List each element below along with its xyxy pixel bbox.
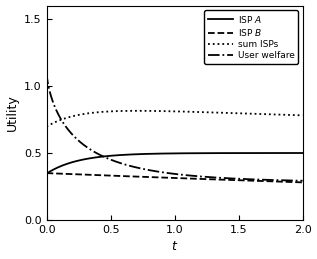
Y-axis label: Utility: Utility [6, 95, 19, 131]
sum ISPs [58, 119, 61, 122]
X-axis label: $t$: $t$ [171, 240, 178, 254]
ISP $A$ [246, 152, 250, 155]
sum ISPs [163, 110, 166, 113]
User welfare [293, 179, 297, 182]
User welfare [162, 171, 166, 174]
ISP $B$ [169, 176, 173, 179]
sum ISPs [301, 114, 304, 117]
ISP $A$ [58, 165, 61, 168]
ISP $A$ [45, 172, 49, 175]
ISP $A$ [293, 152, 297, 155]
ISP $B$ [58, 172, 61, 175]
Legend: ISP $A$, ISP $B$, sum ISPs, User welfare: ISP $A$, ISP $B$, sum ISPs, User welfare [204, 10, 298, 64]
sum ISPs [45, 125, 49, 128]
User welfare [169, 172, 173, 175]
Line: ISP $B$: ISP $B$ [47, 173, 302, 182]
ISP $B$ [293, 181, 297, 184]
ISP $A$ [301, 152, 304, 155]
ISP $B$ [301, 181, 304, 184]
sum ISPs [293, 114, 297, 117]
ISP $A$ [162, 152, 166, 155]
Line: User welfare: User welfare [47, 73, 302, 181]
Line: ISP $A$: ISP $A$ [47, 153, 302, 174]
ISP $B$ [246, 179, 250, 182]
sum ISPs [293, 113, 297, 117]
ISP $B$ [293, 181, 297, 184]
User welfare [58, 115, 61, 118]
sum ISPs [246, 112, 250, 115]
sum ISPs [169, 110, 173, 113]
ISP $A$ [169, 152, 173, 155]
Line: sum ISPs: sum ISPs [47, 111, 302, 127]
User welfare [293, 179, 297, 182]
ISP $A$ [293, 152, 297, 155]
ISP $B$ [162, 176, 166, 179]
User welfare [301, 179, 304, 182]
sum ISPs [136, 109, 139, 112]
User welfare [45, 71, 49, 74]
ISP $B$ [45, 171, 49, 175]
User welfare [246, 178, 250, 181]
